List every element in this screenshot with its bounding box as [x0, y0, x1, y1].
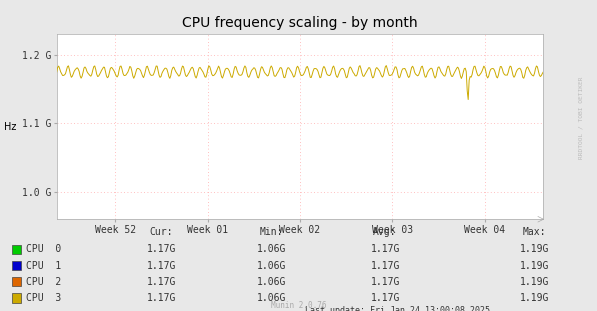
Text: 1.17G: 1.17G [370, 293, 400, 303]
Text: CPU  2: CPU 2 [26, 277, 61, 287]
Text: CPU  3: CPU 3 [26, 293, 61, 303]
Text: Avg:: Avg: [373, 227, 397, 237]
Text: 1.19G: 1.19G [519, 277, 549, 287]
Text: 1.19G: 1.19G [519, 244, 549, 254]
Text: 1.06G: 1.06G [257, 277, 287, 287]
Text: 1.06G: 1.06G [257, 293, 287, 303]
Text: CPU  0: CPU 0 [26, 244, 61, 254]
Text: 1.19G: 1.19G [519, 293, 549, 303]
Text: 1.17G: 1.17G [146, 261, 176, 271]
Text: Cur:: Cur: [149, 227, 173, 237]
Text: RRDTOOL / TOBI OETIKER: RRDTOOL / TOBI OETIKER [579, 77, 584, 160]
Text: Munin 2.0.76: Munin 2.0.76 [271, 301, 326, 310]
Text: 1.17G: 1.17G [370, 277, 400, 287]
Y-axis label: Hz: Hz [5, 122, 17, 132]
Text: CPU  1: CPU 1 [26, 261, 61, 271]
Text: 1.19G: 1.19G [519, 261, 549, 271]
Text: 1.17G: 1.17G [146, 277, 176, 287]
Text: 1.17G: 1.17G [370, 244, 400, 254]
Text: 1.17G: 1.17G [146, 293, 176, 303]
Text: 1.06G: 1.06G [257, 244, 287, 254]
Text: 1.17G: 1.17G [370, 261, 400, 271]
Title: CPU frequency scaling - by month: CPU frequency scaling - by month [182, 16, 418, 30]
Text: Last update: Fri Jan 24 13:00:08 2025: Last update: Fri Jan 24 13:00:08 2025 [304, 305, 490, 311]
Text: Max:: Max: [522, 227, 546, 237]
Text: 1.06G: 1.06G [257, 261, 287, 271]
Text: 1.17G: 1.17G [146, 244, 176, 254]
Text: Min:: Min: [260, 227, 284, 237]
